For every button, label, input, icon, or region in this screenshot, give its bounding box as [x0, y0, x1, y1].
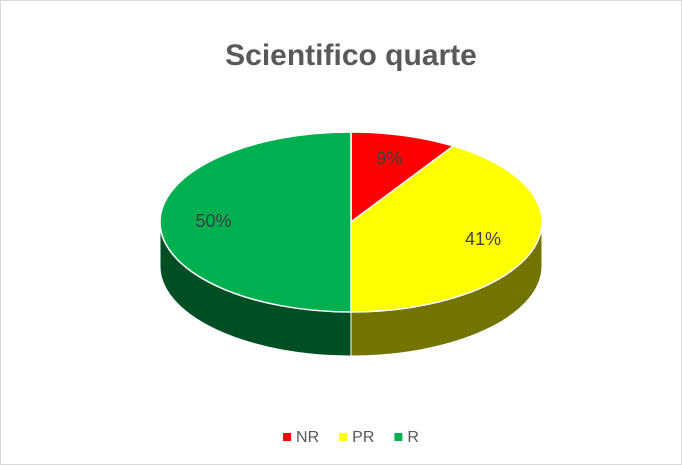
legend-swatch: [394, 433, 403, 441]
legend-label: NR: [296, 429, 319, 446]
legend-swatch: [339, 433, 348, 441]
pie-slice: [350, 145, 543, 313]
chart-title: Scientifico quarte: [225, 39, 477, 72]
data-label: 50%: [195, 211, 231, 231]
legend: NR PR R: [283, 429, 419, 446]
legend-label: R: [407, 429, 419, 446]
legend-label: PR: [352, 429, 374, 446]
data-label: 9%: [376, 149, 402, 169]
pie-slice: [159, 131, 352, 313]
data-label: 41%: [465, 229, 501, 249]
legend-swatch: [283, 433, 292, 441]
pie-slice: [350, 131, 455, 224]
